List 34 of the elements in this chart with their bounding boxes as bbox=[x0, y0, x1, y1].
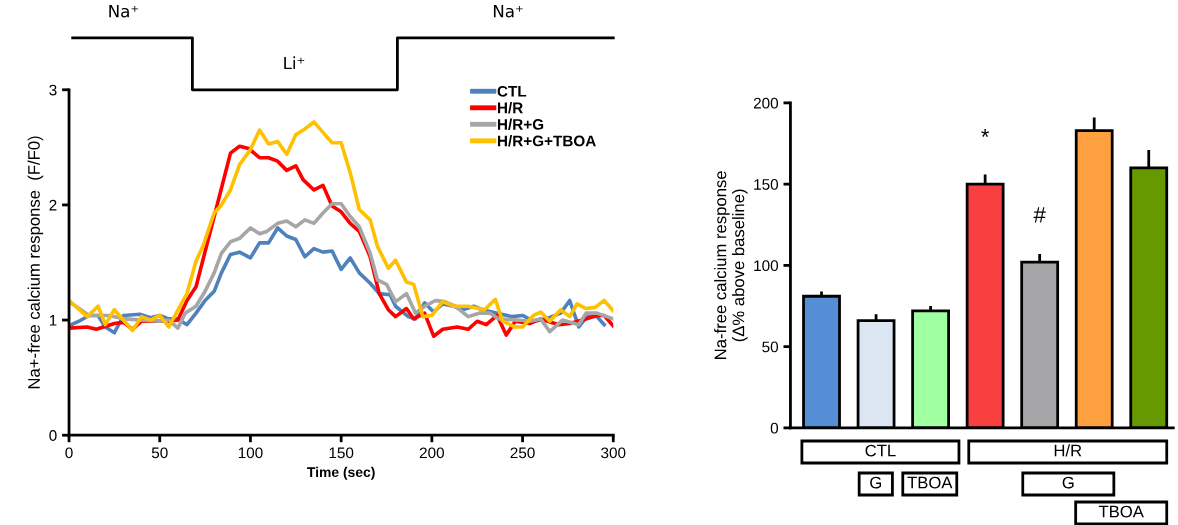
y-tick-label: 3 bbox=[49, 84, 57, 96]
text: Na⁺ bbox=[109, 5, 139, 18]
y-tick-label: 1 bbox=[49, 315, 57, 326]
annotation: * bbox=[981, 129, 990, 137]
x-tick-label: 250 bbox=[510, 447, 535, 459]
text: H/R bbox=[1054, 444, 1082, 457]
y-tick-label: 2 bbox=[49, 199, 57, 211]
x-tick-label: 300 bbox=[601, 447, 626, 459]
legend-label: H/R+G+TBOA bbox=[497, 135, 596, 147]
y-tick-label: 100 bbox=[754, 260, 779, 272]
y-tick-label: 50 bbox=[762, 341, 779, 353]
text: TBOA bbox=[907, 476, 953, 489]
legend-label: H/R+G bbox=[497, 118, 544, 130]
x-tick-label: 50 bbox=[151, 447, 168, 459]
x-tick-label: 200 bbox=[419, 447, 444, 459]
text: Li⁺ bbox=[284, 56, 305, 70]
text: G bbox=[1062, 476, 1074, 489]
text: CTL bbox=[865, 444, 896, 457]
y-tick-label: 0 bbox=[770, 422, 779, 434]
x-tick-label: 0 bbox=[65, 447, 73, 459]
text: G bbox=[870, 476, 882, 489]
text: TBOA bbox=[1098, 505, 1144, 518]
x-axis-title: Time (sec) bbox=[307, 466, 375, 480]
text: Na⁺ bbox=[493, 5, 523, 18]
annotation: # bbox=[1033, 207, 1046, 223]
legend-label: CTL bbox=[497, 85, 527, 97]
x-tick-label: 150 bbox=[329, 447, 354, 459]
x-tick-label: 100 bbox=[238, 447, 263, 459]
y-tick-label: 0 bbox=[49, 430, 57, 441]
y-tick-label: 150 bbox=[754, 179, 779, 190]
y-tick-label: 200 bbox=[753, 97, 779, 109]
y-axis-title: Na+-free calcium response (F/F0) bbox=[27, 136, 44, 389]
y-axis-title: Na-free calcium response (Δ% above baseline) bbox=[714, 171, 748, 359]
legend-label: H/R bbox=[497, 102, 523, 114]
